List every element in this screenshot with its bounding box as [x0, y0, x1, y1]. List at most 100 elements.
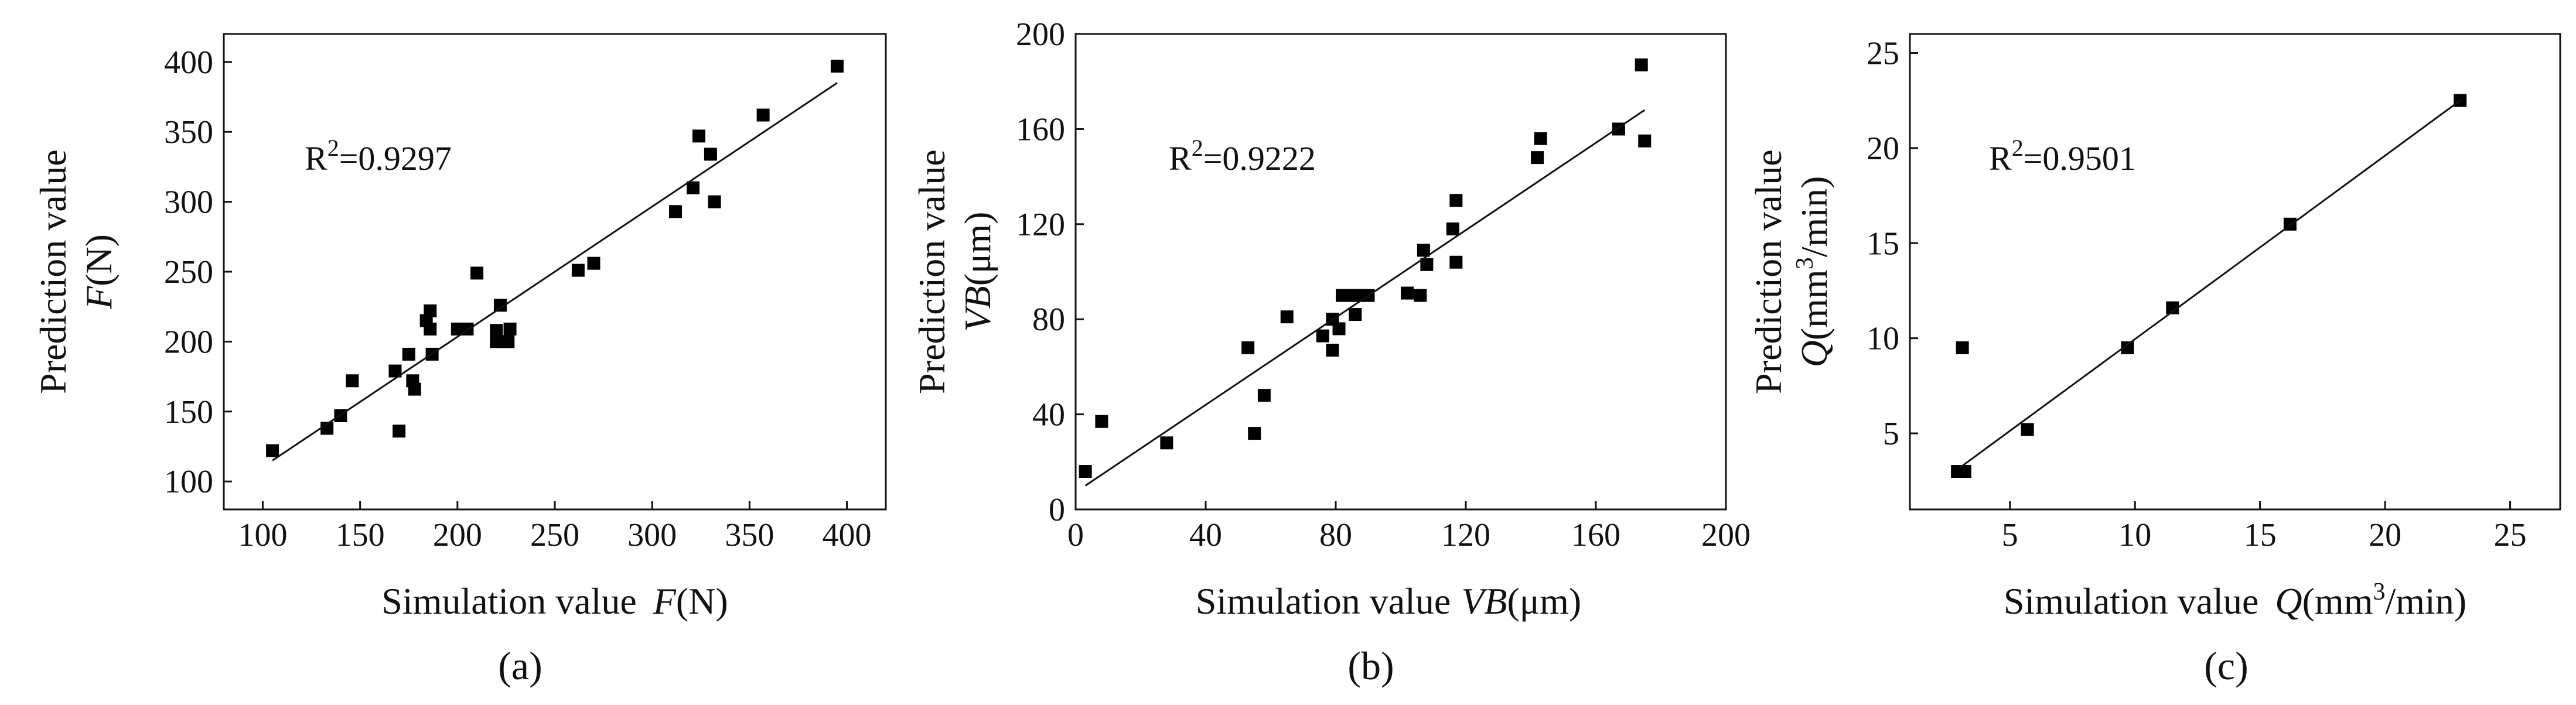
data-point-a-6: [402, 347, 415, 361]
ticks-b: 0 40 80 120 160 200 0 40 80 120 160 200: [1016, 16, 1751, 553]
data-point-b-17: [1401, 286, 1414, 300]
ylabel-c-line1: Prediction value: [1748, 149, 1789, 394]
data-point-b-13: [1349, 308, 1362, 321]
data-point-b-28: [1638, 134, 1652, 148]
plot-frame-c: [1909, 33, 2561, 511]
panel-a: 100 150 200 250 300 350 400 100 150 200 250 300 350 4…: [32, 33, 887, 688]
x-tick-label-a-150: 150: [336, 517, 385, 553]
xlabel-a: Simulation value F(N): [381, 580, 728, 622]
y-tick-label-b-40: 40: [1032, 397, 1065, 433]
data-point-b-19: [1417, 244, 1430, 257]
r2-label-a: R2=0.9297: [305, 135, 452, 177]
data-point-b-18: [1414, 289, 1427, 302]
y-tick-label-a-250: 250: [164, 254, 213, 290]
x-tick-label-a-100: 100: [238, 517, 287, 553]
data-point-a-28: [756, 108, 770, 122]
data-point-a-27: [708, 195, 721, 208]
data-point-b-20: [1420, 258, 1434, 271]
data-point-b-3: [1241, 341, 1255, 354]
x-tick-label-b-120: 120: [1441, 517, 1490, 553]
y-tick-label-c-10: 10: [1867, 321, 1899, 357]
data-point-a-11: [424, 322, 437, 336]
data-point-c-5: [2166, 301, 2179, 314]
points-a: [266, 59, 844, 457]
y-tick-label-b-120: 120: [1016, 207, 1065, 243]
y-tick-label-c-15: 15: [1867, 225, 1899, 262]
r2-label-b: R2=0.9222: [1169, 135, 1316, 177]
panel-c: 5 10 15 20 25 5 10 15 20 25 R2=0.9501 Simulation …: [1748, 33, 2561, 688]
data-point-a-24: [686, 181, 700, 194]
ylabel-a-line2: F(N): [78, 234, 120, 310]
data-point-a-1: [320, 422, 334, 435]
x-tick-label-a-250: 250: [530, 517, 579, 553]
y-tick-label-c-5: 5: [1883, 416, 1899, 452]
y-tick-label-b-80: 80: [1032, 302, 1065, 338]
x-tick-label-b-0: 0: [1067, 517, 1084, 553]
data-point-a-20: [503, 322, 517, 336]
x-tick-label-b-160: 160: [1571, 517, 1620, 553]
x-tick-label-b-200: 200: [1701, 517, 1751, 553]
data-point-a-19: [501, 335, 515, 348]
data-point-c-1: [1958, 465, 1971, 478]
x-tick-label-c-5: 5: [2002, 517, 2018, 553]
fit-line-b: [1084, 109, 1646, 487]
x-tick-label-c-10: 10: [2118, 517, 2151, 553]
data-point-c-2: [1956, 341, 1969, 354]
data-point-a-13: [451, 322, 464, 336]
data-point-b-9: [1326, 343, 1339, 357]
y-tick-label-b-160: 160: [1016, 111, 1065, 148]
fit-line-c: [1959, 100, 2461, 468]
xlabel-b: Simulation value VB(μm): [1196, 580, 1581, 622]
data-point-a-23: [669, 205, 683, 218]
x-tick-label-a-200: 200: [433, 517, 482, 553]
ylabel-a-line1: Prediction value: [32, 149, 74, 394]
y-tick-label-a-300: 300: [164, 184, 213, 221]
data-point-a-22: [587, 256, 601, 270]
y-tick-label-c-25: 25: [1867, 35, 1899, 71]
caption-b: (b): [1347, 644, 1394, 688]
data-point-c-3: [2021, 423, 2034, 436]
data-point-b-23: [1449, 255, 1463, 269]
y-tick-label-a-150: 150: [164, 394, 213, 430]
x-tick-label-b-40: 40: [1189, 517, 1222, 553]
data-point-b-2: [1160, 436, 1173, 450]
data-point-b-12: [1342, 289, 1356, 302]
data-point-a-18: [493, 299, 507, 312]
data-point-b-24: [1531, 151, 1544, 165]
data-point-b-5: [1257, 389, 1271, 402]
caption-c: (c): [2204, 644, 2248, 688]
data-point-a-3: [346, 374, 359, 388]
data-point-b-10: [1332, 322, 1346, 336]
data-point-a-21: [571, 263, 585, 277]
r2-label-c: R2=0.9501: [1989, 135, 2136, 177]
x-tick-label-a-300: 300: [627, 517, 677, 553]
panel-b: 0 40 80 120 160 200 0 40 80 120 160 200 R2=0.9222 S…: [911, 16, 1751, 688]
data-point-b-25: [1534, 132, 1547, 145]
ylabel-c-line2: Q(mm3/min): [1792, 176, 1835, 368]
ylabel-b-line2: VB(μm): [957, 212, 998, 332]
points-c: [1951, 94, 2467, 478]
data-point-a-29: [830, 59, 844, 73]
y-tick-label-a-100: 100: [164, 464, 213, 500]
data-point-a-5: [393, 425, 406, 438]
fit-line-a: [272, 82, 838, 461]
data-point-a-8: [408, 382, 421, 396]
y-tick-label-b-0: 0: [1049, 492, 1065, 528]
x-tick-label-a-400: 400: [823, 517, 872, 553]
data-point-a-26: [704, 148, 717, 161]
ticks-c: 5 10 15 20 25 5 10 15 20 25: [1867, 35, 2527, 553]
data-point-b-21: [1446, 222, 1459, 235]
data-point-a-0: [266, 444, 279, 457]
x-tick-label-c-20: 20: [2369, 517, 2401, 553]
xlabel-c: Simulation value Q(mm3/min): [2004, 579, 2466, 622]
data-point-b-7: [1316, 329, 1329, 343]
x-tick-label-b-80: 80: [1319, 517, 1352, 553]
data-point-a-17: [490, 335, 503, 348]
y-tick-label-a-200: 200: [164, 324, 213, 360]
data-point-a-16: [490, 324, 503, 337]
data-point-a-15: [470, 266, 484, 280]
y-tick-label-a-350: 350: [164, 114, 213, 150]
data-point-b-0: [1079, 465, 1092, 478]
data-point-a-10: [424, 304, 437, 317]
